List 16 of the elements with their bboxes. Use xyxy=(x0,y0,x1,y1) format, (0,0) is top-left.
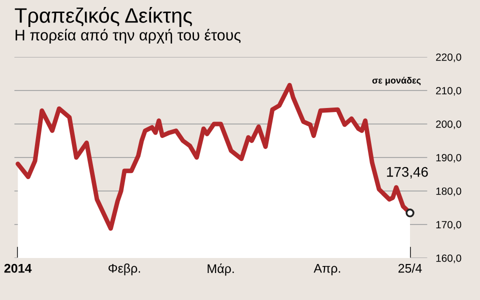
y-tick-label: 170,0 xyxy=(436,221,462,230)
x-tick-label: Μάρ. xyxy=(208,264,234,276)
x-tick-label: Φεβρ. xyxy=(108,264,140,276)
y-tick-label: 160,0 xyxy=(436,254,462,264)
y-tick-label: 210,0 xyxy=(436,87,462,96)
y-tick-label: 180,0 xyxy=(436,188,462,196)
y-tick-label: 200,0 xyxy=(436,120,462,130)
chart-title: Τραπεζικός Δείκτης xyxy=(14,6,192,27)
y-tick-label: 190,0 xyxy=(436,154,462,163)
annotation: 173,46 xyxy=(387,166,428,178)
y-tick-label: 220,0 xyxy=(436,54,462,62)
x-tick-label: Απρ. xyxy=(314,264,340,276)
chart-subtitle: Η πορεία από την αρχή του έτους xyxy=(16,28,241,44)
x-tick-label: 25/4 xyxy=(398,264,422,273)
annotation: σε μονάδες xyxy=(372,76,421,86)
x-tick-label: 2014 xyxy=(4,264,32,273)
